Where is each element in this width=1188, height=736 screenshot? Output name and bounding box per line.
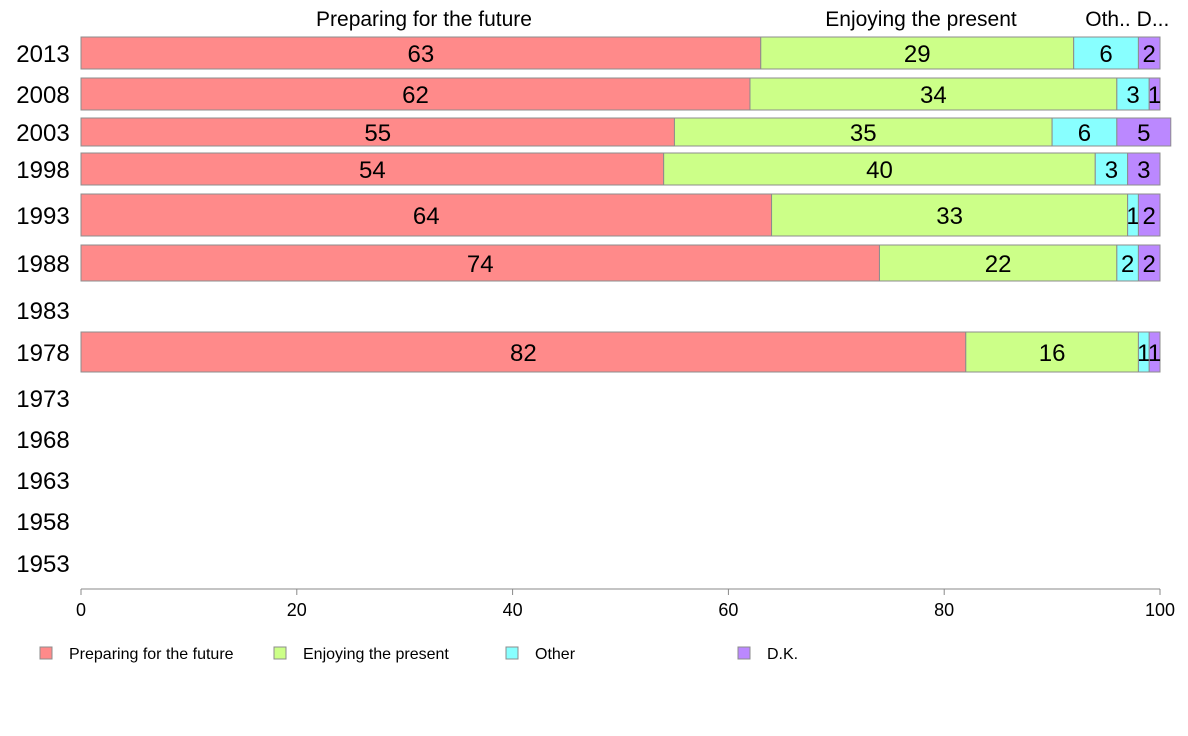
value-label-1998-other: 3 <box>1105 157 1118 184</box>
value-label-1993-d-k: 2 <box>1143 203 1156 230</box>
year-label-2003: 2003 <box>16 120 69 147</box>
value-label-2013-d-k: 2 <box>1143 41 1156 68</box>
column-header-dk: D... <box>1137 8 1170 31</box>
value-label-2013-enjoying-the-present: 29 <box>904 41 931 68</box>
value-label-1978-other: 1 <box>1137 340 1150 367</box>
value-label-1998-d-k: 3 <box>1137 157 1150 184</box>
bar-1978-enjoying-the-present <box>965 331 1139 373</box>
bar-1998-d-k <box>1127 152 1161 186</box>
x-tick-label-40: 40 <box>503 600 523 620</box>
legend-label-d-k: D.K. <box>767 646 798 663</box>
value-label-2013-preparing-for-the-future: 63 <box>408 41 435 68</box>
value-label-2008-other: 3 <box>1126 82 1139 109</box>
value-label-2003-other: 6 <box>1078 120 1091 147</box>
column-header-other: Oth.. <box>1085 8 1131 31</box>
legend-label-preparing-for-the-future: Preparing for the future <box>69 646 234 663</box>
legend-swatch-d-k <box>737 646 751 660</box>
x-tick-label-20: 20 <box>287 600 307 620</box>
value-label-2008-d-k: 1 <box>1148 82 1161 109</box>
bar-1988-enjoying-the-present <box>878 244 1118 282</box>
year-label-2008: 2008 <box>16 82 69 109</box>
x-tick-label-0: 0 <box>76 600 86 620</box>
year-label-1968: 1968 <box>16 427 69 454</box>
value-label-1993-other: 1 <box>1126 203 1139 230</box>
bar-2008-enjoying-the-present <box>749 77 1118 111</box>
value-label-1988-enjoying-the-present: 22 <box>985 251 1012 278</box>
bars: 63 29 6 262 34 3 155 35 6 554 40 3 364 33 1 274 22 2 282 16… <box>80 36 1172 373</box>
bar-2008-other <box>1116 77 1150 111</box>
bar-1993-enjoying-the-present <box>771 193 1129 237</box>
value-label-2003-preparing-for-the-future: 55 <box>364 120 391 147</box>
value-label-1988-preparing-for-the-future: 74 <box>467 251 494 278</box>
year-label-1978: 1978 <box>16 340 69 367</box>
value-label-2013-other: 6 <box>1099 41 1112 68</box>
year-label-1958: 1958 <box>16 509 69 536</box>
legend-swatch-enjoying-the-present <box>273 646 287 660</box>
bar-2013-enjoying-the-present <box>760 36 1075 70</box>
bar-1988-d-k <box>1137 244 1161 282</box>
value-label-1978-d-k: 1 <box>1148 340 1161 367</box>
year-label-1953: 1953 <box>16 551 69 578</box>
column-headers: Preparing for the future Enjoying the pr… <box>316 8 1169 31</box>
bar-2013-d-k <box>1137 36 1161 70</box>
legend-label-enjoying-the-present: Enjoying the present <box>303 646 449 663</box>
year-label-1988: 1988 <box>16 251 69 278</box>
x-tick-label-60: 60 <box>718 600 738 620</box>
bar-2003-d-k <box>1116 117 1172 147</box>
value-label-2003-enjoying-the-present: 35 <box>850 120 877 147</box>
bar-2013-other <box>1073 36 1139 70</box>
year-label-1963: 1963 <box>16 468 69 495</box>
value-label-2003-d-k: 5 <box>1137 120 1150 147</box>
legend: Preparing for the future Enjoying the pre… <box>39 646 798 663</box>
bar-1998-preparing-for-the-future <box>80 152 665 186</box>
bar-1993-d-k <box>1137 193 1161 237</box>
year-label-1973: 1973 <box>16 386 69 413</box>
value-label-1978-preparing-for-the-future: 82 <box>510 340 537 367</box>
value-label-2008-preparing-for-the-future: 62 <box>402 82 429 109</box>
value-label-1978-enjoying-the-present: 16 <box>1039 340 1066 367</box>
value-label-1998-preparing-for-the-future: 54 <box>359 157 386 184</box>
bar-2008-d-k <box>1148 77 1161 111</box>
legend-swatch-other <box>505 646 519 660</box>
bar-1998-enjoying-the-present <box>663 152 1096 186</box>
value-label-1988-d-k: 2 <box>1143 251 1156 278</box>
bar-1988-preparing-for-the-future <box>80 244 880 282</box>
x-axis: 0 20 40 60 80 100 <box>76 588 1175 620</box>
bar-2013-preparing-for-the-future <box>80 36 762 70</box>
x-tick-label-80: 80 <box>934 600 954 620</box>
column-header-preparing: Preparing for the future <box>316 8 532 31</box>
bar-2003-enjoying-the-present <box>673 117 1053 147</box>
x-tick-label-100: 100 <box>1145 600 1175 620</box>
bar-1993-preparing-for-the-future <box>80 193 773 237</box>
year-label-1983: 1983 <box>16 298 69 325</box>
year-label-2013: 2013 <box>16 41 69 68</box>
value-label-1988-other: 2 <box>1121 251 1134 278</box>
value-label-2008-enjoying-the-present: 34 <box>920 82 947 109</box>
bar-2003-other <box>1051 117 1118 147</box>
value-label-1998-enjoying-the-present: 40 <box>866 157 893 184</box>
value-label-1993-enjoying-the-present: 33 <box>936 203 963 230</box>
legend-swatch-preparing-for-the-future <box>39 646 53 660</box>
year-labels: 2013 2008 2003 1998 1993 1988 1983 1978 1973 1968… <box>16 41 69 578</box>
column-header-enjoying: Enjoying the present <box>825 8 1017 31</box>
legend-label-other: Other <box>535 646 576 663</box>
bar-1978-d-k <box>1148 331 1161 373</box>
year-label-1993: 1993 <box>16 203 69 230</box>
bar-2003-preparing-for-the-future <box>80 117 675 147</box>
bar-2008-preparing-for-the-future <box>80 77 751 111</box>
value-label-1993-preparing-for-the-future: 64 <box>413 203 440 230</box>
year-label-1998: 1998 <box>16 157 69 184</box>
bar-1978-preparing-for-the-future <box>80 331 967 373</box>
